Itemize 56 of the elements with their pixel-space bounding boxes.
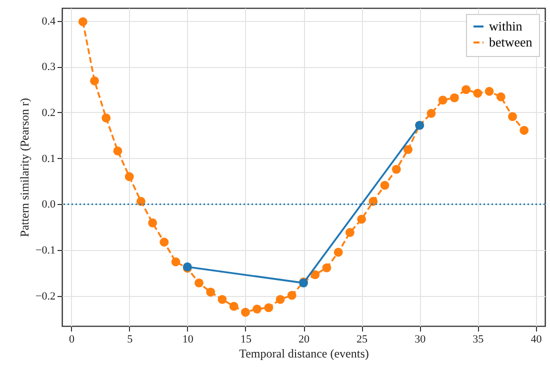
y-tick-label: 0.2 bbox=[42, 106, 56, 119]
point bbox=[404, 145, 412, 154]
y-tick-label: 0.0 bbox=[42, 198, 56, 211]
point bbox=[287, 290, 296, 300]
point bbox=[148, 218, 158, 228]
x-tick-label: 15 bbox=[240, 334, 252, 346]
y-tick-label: −0.2 bbox=[36, 290, 56, 302]
point bbox=[276, 294, 285, 304]
point bbox=[90, 76, 99, 86]
point bbox=[124, 172, 134, 182]
point bbox=[345, 228, 354, 237]
y-axis-title: Pattern similarity (Pearson r) bbox=[18, 98, 32, 237]
y-tick-label: −0.1 bbox=[36, 244, 56, 256]
point bbox=[206, 288, 216, 297]
point bbox=[113, 146, 122, 156]
x-tick-label: 0 bbox=[69, 334, 76, 346]
point bbox=[229, 302, 238, 311]
point bbox=[450, 93, 459, 102]
x-tick-label: 35 bbox=[472, 334, 484, 346]
point bbox=[496, 92, 506, 102]
legend-label: between bbox=[489, 34, 533, 50]
point bbox=[520, 126, 529, 135]
point bbox=[392, 164, 401, 174]
point bbox=[310, 270, 320, 280]
point bbox=[264, 303, 274, 312]
x-tick-label: 25 bbox=[356, 334, 368, 346]
x-tick-label: 20 bbox=[298, 334, 310, 346]
x-tick-label: 10 bbox=[182, 334, 194, 346]
point bbox=[240, 308, 250, 317]
point bbox=[78, 17, 88, 26]
point bbox=[508, 112, 517, 122]
point bbox=[368, 196, 378, 206]
x-axis-title: Temporal distance (events) bbox=[239, 346, 369, 360]
point bbox=[473, 88, 482, 98]
point bbox=[334, 248, 343, 257]
point bbox=[380, 180, 390, 190]
point bbox=[160, 238, 169, 247]
point bbox=[484, 86, 494, 96]
y-tick-label: 0.3 bbox=[42, 61, 56, 74]
point bbox=[194, 278, 204, 288]
legend-label: within bbox=[489, 18, 523, 34]
point bbox=[171, 257, 180, 266]
y-tick-label: 0.1 bbox=[42, 152, 56, 165]
x-tick-label: 30 bbox=[414, 334, 426, 346]
x-tick-label: 40 bbox=[530, 334, 542, 346]
point bbox=[357, 214, 366, 224]
point bbox=[322, 263, 332, 272]
point bbox=[102, 114, 111, 122]
point bbox=[218, 294, 227, 304]
y-tick-label: 0.4 bbox=[42, 15, 56, 28]
point bbox=[462, 85, 471, 94]
point bbox=[252, 304, 262, 314]
point bbox=[438, 96, 448, 105]
point bbox=[426, 108, 436, 118]
x-tick-label: 5 bbox=[127, 334, 134, 346]
point bbox=[136, 196, 146, 206]
